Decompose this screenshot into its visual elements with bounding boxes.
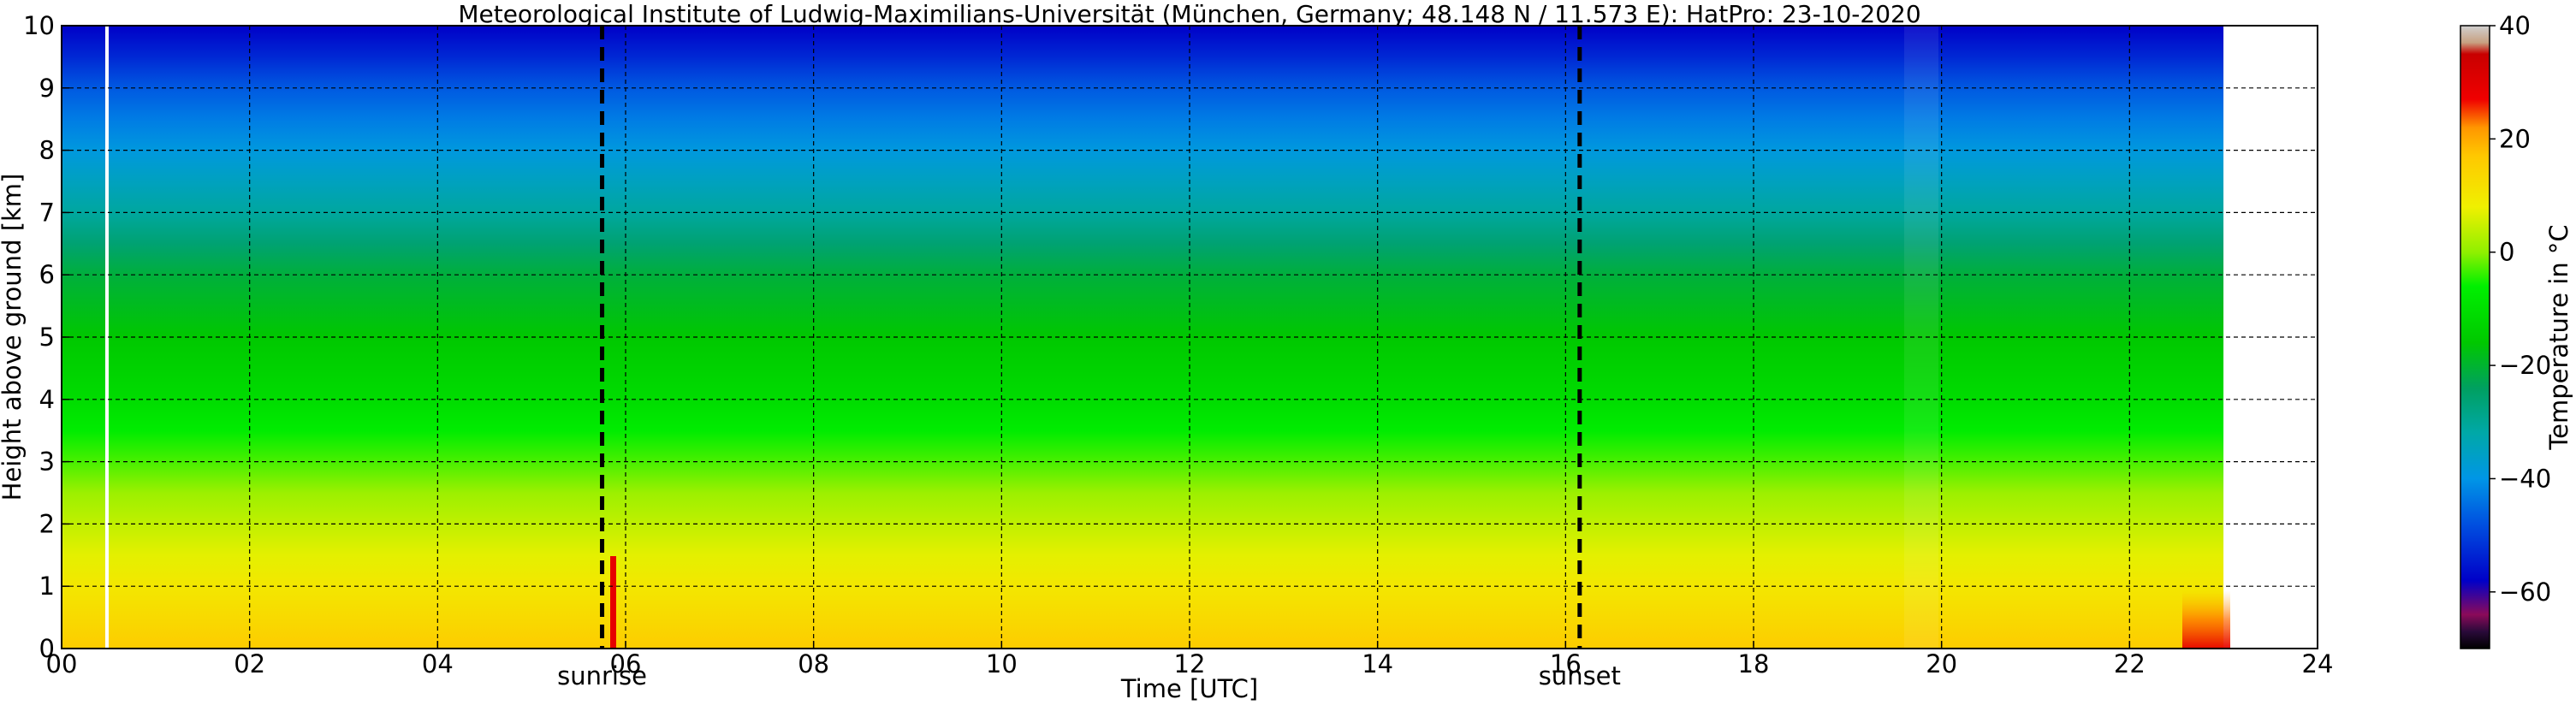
x-tick-label: 10	[986, 649, 1018, 678]
colorbar-tick-label: 20	[2499, 124, 2531, 153]
grid-lines	[62, 26, 2318, 649]
colorbar-label: Temperature in °C	[2544, 224, 2573, 450]
x-tick-label: 24	[2302, 649, 2334, 678]
y-tick-label: 2	[39, 509, 55, 538]
y-tick-label: 9	[39, 74, 55, 103]
plot-area: sunrise sunset	[61, 25, 2318, 690]
y-tick-label: 1	[39, 572, 55, 601]
colorbar-ticks: 40 20 0 −20 −40 −60	[2490, 11, 2551, 607]
x-tick-label: 06	[610, 649, 642, 678]
x-tick-label: 08	[798, 649, 829, 678]
y-tick-label: 6	[39, 260, 55, 289]
y-tick-label: 8	[39, 136, 55, 165]
colorbar-tick-label: 0	[2499, 238, 2514, 267]
y-axis-label: Height above ground [km]	[0, 174, 27, 501]
sun-markers: sunrise sunset	[557, 26, 1621, 690]
colorbar-tick-label: −60	[2499, 578, 2551, 607]
y-tick-label: 5	[39, 323, 55, 352]
y-tick-label: 3	[39, 447, 55, 477]
sunrise-warm-column	[610, 556, 616, 649]
y-tick-label: 7	[39, 198, 55, 227]
sunrise-label: sunrise	[557, 661, 647, 690]
colorbar-scale	[2460, 26, 2490, 649]
x-tick-label: 14	[1362, 649, 1393, 678]
colorbar: 40 20 0 −20 −40 −60 Temperature in °C	[2460, 11, 2573, 649]
chart-title: Meteorological Institute of Ludwig-Maxim…	[458, 0, 1920, 28]
sunset-label: sunset	[1539, 661, 1621, 690]
x-tick-label: 22	[2114, 649, 2146, 678]
y-tick-label: 10	[23, 11, 55, 40]
y-axis: 0 1 2 3 4 5 6 7 8 9 10	[23, 11, 69, 663]
x-tick-label: 20	[1926, 649, 1957, 678]
x-tick-label: 18	[1738, 649, 1770, 678]
x-tick-label: 02	[234, 649, 265, 678]
y-tick-label: 0	[39, 634, 55, 663]
x-axis-label: Time [UTC]	[1120, 674, 1258, 703]
x-axis: 00 02 04 06 08 10 12 14 16 18 20 22 24	[46, 641, 2334, 678]
x-tick-label: 16	[1550, 649, 1582, 678]
x-tick-label: 04	[422, 649, 454, 678]
x-tick-label: 00	[46, 649, 78, 678]
missing-data-gap	[2223, 26, 2318, 649]
x-tick-label: 12	[1174, 649, 1206, 678]
colorbar-frame	[2460, 25, 2490, 649]
warm-surface-anomaly	[2182, 590, 2230, 649]
y-tick-label: 4	[39, 385, 55, 414]
colorbar-tick-label: −40	[2499, 464, 2551, 493]
colorbar-tick-label: −20	[2499, 351, 2551, 380]
colorbar-tick-label: 40	[2499, 11, 2531, 40]
